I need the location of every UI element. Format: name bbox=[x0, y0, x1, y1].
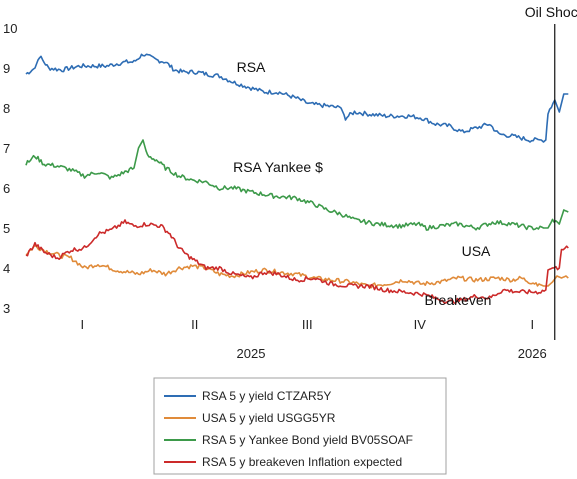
series-annotation: RSA Yankee $ bbox=[233, 159, 323, 175]
legend: RSA 5 y yield CTZAR5Y USA 5 y yield USGG5… bbox=[153, 377, 447, 475]
series-annotation: Breakeven bbox=[425, 292, 492, 308]
legend-label: RSA 5 y Yankee Bond yield BV05SOAF bbox=[202, 433, 413, 447]
series-lines bbox=[25, 53, 569, 304]
event-label: Oil Shock bbox=[525, 4, 577, 20]
legend-box bbox=[153, 377, 447, 475]
series-line-1 bbox=[25, 53, 569, 143]
y-tick-label: 9 bbox=[3, 61, 10, 76]
quarter-label: IV bbox=[414, 317, 427, 332]
series-annotation: USA bbox=[462, 243, 491, 259]
quarter-label: II bbox=[191, 317, 198, 332]
year-label: 2026 bbox=[518, 346, 547, 361]
series-line-2 bbox=[25, 244, 569, 289]
y-tick-label: 7 bbox=[3, 141, 10, 156]
quarter-label: III bbox=[302, 317, 313, 332]
legend-label: USA 5 y yield USGG5YR bbox=[202, 411, 336, 425]
y-tick-label: 5 bbox=[3, 221, 10, 236]
y-axis-ticks: 3 4 5 6 7 8 9 10 bbox=[3, 21, 17, 316]
series-annotation: RSA bbox=[237, 59, 266, 75]
quarter-label: I bbox=[530, 317, 534, 332]
legend-label: RSA 5 y breakeven Inflation expected bbox=[202, 455, 402, 469]
year-label: 2025 bbox=[237, 346, 266, 361]
series-line-3 bbox=[25, 139, 569, 231]
y-tick-label: 10 bbox=[3, 21, 17, 36]
quarter-label: I bbox=[80, 317, 84, 332]
series-line-4 bbox=[25, 219, 569, 304]
legend-label: RSA 5 y yield CTZAR5Y bbox=[202, 389, 331, 403]
y-tick-label: 4 bbox=[3, 261, 10, 276]
y-tick-label: 6 bbox=[3, 181, 10, 196]
y-tick-label: 3 bbox=[3, 301, 10, 316]
y-tick-label: 8 bbox=[3, 101, 10, 116]
series-annotations: RSA RSA Yankee $ USA Breakeven bbox=[233, 59, 491, 308]
event-marker: Oil Shock bbox=[525, 4, 577, 340]
